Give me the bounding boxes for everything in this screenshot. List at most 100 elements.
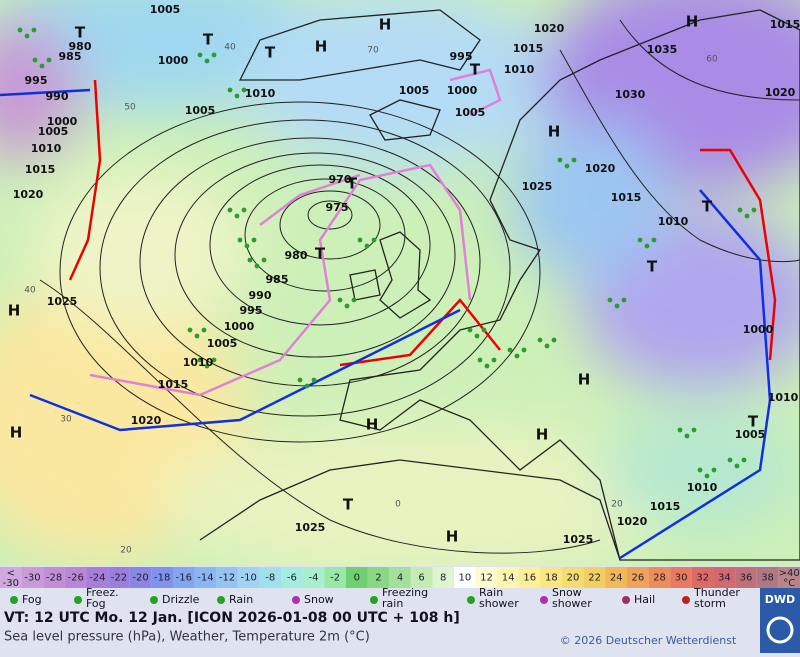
weather-symbol — [344, 303, 350, 309]
weather-symbol — [651, 237, 657, 243]
pressure-center: H — [686, 13, 699, 31]
scale-cell — [648, 567, 671, 588]
pressure-center: T — [75, 24, 86, 42]
pressure-label: 980 — [69, 40, 92, 53]
pressure-center: T — [343, 496, 354, 514]
weather-symbol — [481, 327, 487, 333]
weather-symbol — [304, 383, 310, 389]
scale-label: 22 — [588, 573, 601, 584]
weather-symbol — [39, 63, 45, 69]
pressure-label: 1020 — [534, 22, 565, 35]
scale-label: -18 — [154, 573, 170, 584]
pressure-center: T — [265, 44, 276, 62]
scale-cell — [691, 567, 714, 588]
weather-symbol — [247, 257, 253, 263]
pressure-label: 1020 — [13, 188, 44, 201]
weather-symbol — [474, 333, 480, 339]
pressure-center: T — [347, 175, 358, 193]
scale-cell — [432, 567, 455, 588]
pressure-label: 1015 — [25, 163, 56, 176]
weather-symbol — [734, 463, 740, 469]
isotherm-label: 70 — [367, 46, 379, 56]
scale-label: -24 — [89, 573, 105, 584]
scale-cell — [172, 567, 195, 588]
pressure-label: 1005 — [735, 428, 766, 441]
scale-cell — [713, 567, 736, 588]
scale-cell — [389, 567, 411, 588]
pressure-label: 1030 — [615, 88, 646, 101]
pressure-label: 1025 — [47, 295, 78, 308]
map — [0, 0, 800, 566]
weather-symbol — [337, 297, 343, 303]
scale-cell — [627, 567, 649, 588]
weather-symbol — [17, 27, 23, 33]
legend-symbol — [74, 596, 82, 604]
weather-symbol — [697, 467, 703, 473]
pressure-center: H — [379, 16, 392, 34]
scale-label: -12 — [219, 573, 235, 584]
weather-symbol — [351, 297, 357, 303]
scale-cell — [216, 567, 238, 588]
weather-symbol — [644, 243, 650, 249]
weather-symbol — [204, 363, 210, 369]
weather-symbol — [24, 33, 30, 39]
scale-label: -14 — [197, 573, 213, 584]
weather-symbol — [751, 207, 757, 213]
isotherm-label: 20 — [120, 546, 132, 556]
pressure-label: 995 — [450, 50, 473, 63]
scale-label: 36 — [740, 573, 753, 584]
weather-symbol — [234, 93, 240, 99]
scale-label: -20 — [132, 573, 148, 584]
scale-label: 10 — [458, 573, 471, 584]
scale-label: 32 — [696, 573, 709, 584]
legend-symbol — [217, 596, 225, 604]
weather-symbol — [484, 363, 490, 369]
scale-cell — [735, 567, 757, 588]
scale-cell — [86, 567, 109, 588]
pressure-label: 1000 — [224, 320, 255, 333]
weather-symbol — [32, 57, 38, 63]
valid-time: VT: 12 UTC Mo. 12 Jan. [ICON 2026-01-08 … — [4, 610, 460, 626]
weather-symbol — [197, 52, 203, 58]
weather-symbol — [557, 157, 563, 163]
weather-symbol — [477, 357, 483, 363]
pressure-label: 1005 — [185, 104, 216, 117]
legend-label: Thunder storm — [693, 586, 740, 610]
pressure-label: 1005 — [455, 106, 486, 119]
weather-symbol — [244, 243, 250, 249]
weather-symbol — [677, 427, 683, 433]
weather-symbol — [621, 297, 627, 303]
legend-symbol — [370, 596, 378, 604]
weather-symbol — [637, 237, 643, 243]
pressure-center: T — [647, 258, 658, 276]
scale-cell — [324, 567, 346, 588]
scale-label: 34 — [718, 573, 731, 584]
pressure-center: H — [8, 302, 21, 320]
scale-cell — [194, 567, 217, 588]
legend-label: Fog — [22, 593, 42, 606]
pressure-label: 1010 — [687, 481, 718, 494]
pressure-label: 990 — [249, 289, 272, 302]
weather-symbol — [371, 237, 377, 243]
pressure-center: H — [578, 371, 591, 389]
scale-label: 4 — [397, 573, 403, 584]
scale-label: -22 — [111, 573, 127, 584]
legend-symbol — [150, 596, 158, 604]
legend-symbol — [540, 596, 548, 604]
pressure-label: 1015 — [611, 191, 642, 204]
legend-label: Snow — [304, 593, 334, 606]
scale-cell — [540, 567, 563, 588]
scale-label: 2 — [375, 573, 381, 584]
weather-symbol — [684, 433, 690, 439]
description: Sea level pressure (hPa), Weather, Tempe… — [4, 630, 370, 645]
weather-symbol — [491, 357, 497, 363]
pressure-label: 1020 — [131, 414, 162, 427]
pressure-label: 1010 — [183, 356, 214, 369]
isotherm-label: 40 — [24, 286, 36, 296]
pressure-label: 1035 — [647, 43, 678, 56]
scale-cell — [562, 567, 584, 588]
scale-cell — [410, 567, 433, 588]
pressure-label: 1025 — [522, 180, 553, 193]
weather-symbol — [507, 347, 513, 353]
pressure-label: 1010 — [658, 215, 689, 228]
